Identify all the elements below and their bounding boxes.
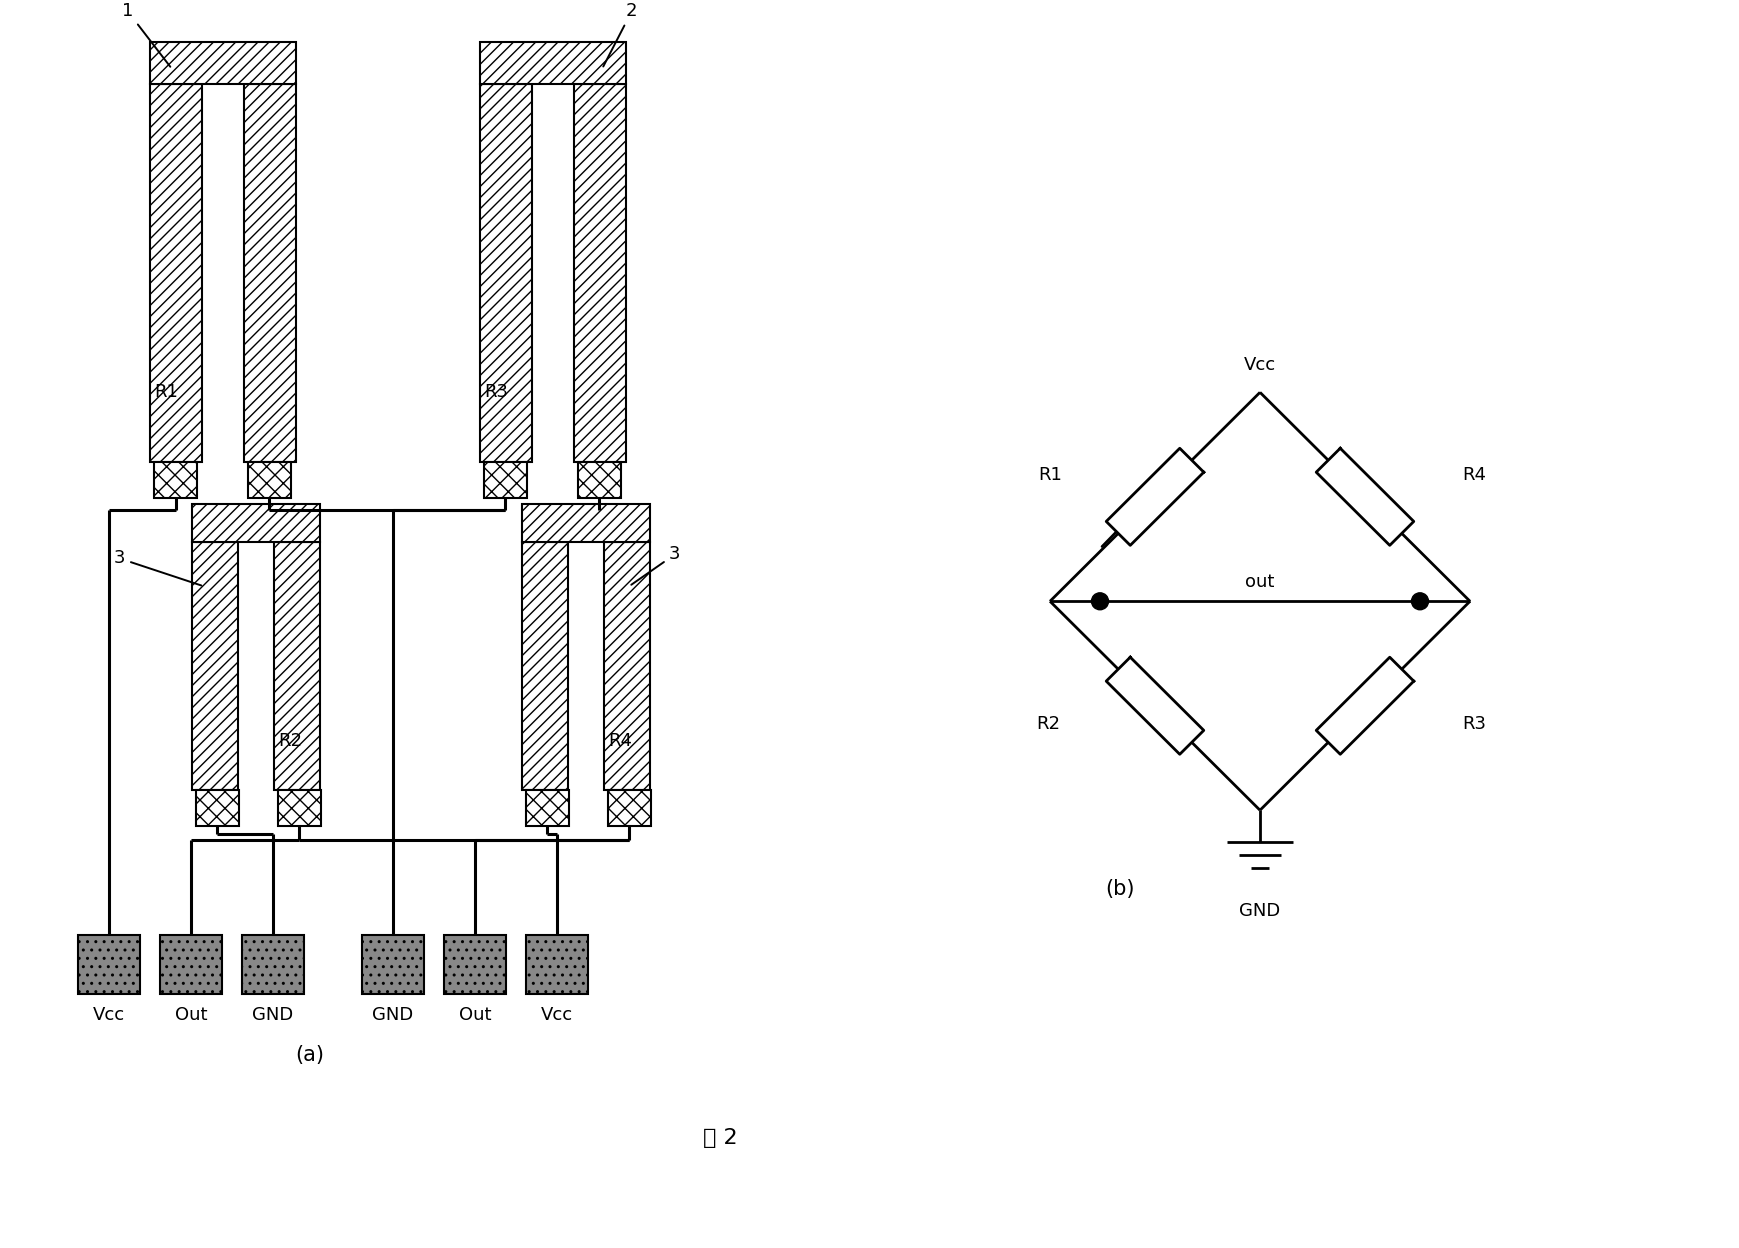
Bar [609,790,650,826]
Bar [577,462,621,498]
Polygon shape [1106,658,1203,754]
Bar [603,542,650,790]
Text: Out: Out [459,1006,490,1025]
Polygon shape [1316,658,1414,754]
Bar [242,935,304,995]
Text: R4: R4 [609,731,631,750]
Text: Out: Out [174,1006,207,1025]
Text: R3: R3 [483,383,508,402]
Bar [480,42,626,84]
Text: 3: 3 [631,545,680,585]
Text: Vcc: Vcc [541,1006,574,1025]
Text: GND: GND [252,1006,294,1025]
Bar [522,504,650,542]
Text: R4: R4 [1462,466,1487,484]
Text: Vcc: Vcc [1243,357,1276,374]
Bar [278,790,322,826]
Text: R1: R1 [1038,466,1063,484]
Text: 2: 2 [603,2,638,66]
Bar [574,84,626,462]
Bar [150,84,202,462]
Text: 3: 3 [115,549,202,585]
Text: GND: GND [1240,902,1280,920]
Bar [249,462,290,498]
Text: GND: GND [372,1006,414,1025]
Bar [150,42,296,84]
Circle shape [1412,593,1428,610]
Text: 图 2: 图 2 [703,1127,737,1147]
Bar [78,935,141,995]
Bar [480,84,532,462]
Text: 1: 1 [122,2,170,67]
Bar [155,462,197,498]
Text: R3: R3 [1462,715,1487,733]
Text: out: out [1245,573,1275,592]
Bar [443,935,506,995]
Polygon shape [1316,448,1414,545]
Bar [243,84,296,462]
Bar [275,542,320,790]
Bar [522,542,569,790]
Bar [191,504,320,542]
Bar [197,790,238,826]
Circle shape [1092,593,1108,610]
Bar [483,462,527,498]
Text: Vcc: Vcc [92,1006,125,1025]
Bar [525,790,569,826]
Text: (b): (b) [1106,879,1136,899]
Polygon shape [1106,448,1203,545]
Bar [525,935,588,995]
Bar [362,935,424,995]
Bar [160,935,223,995]
Bar [191,542,238,790]
Text: (a): (a) [296,1045,325,1065]
Text: R2: R2 [278,731,303,750]
Text: R1: R1 [155,383,177,402]
Text: R2: R2 [1036,715,1061,733]
